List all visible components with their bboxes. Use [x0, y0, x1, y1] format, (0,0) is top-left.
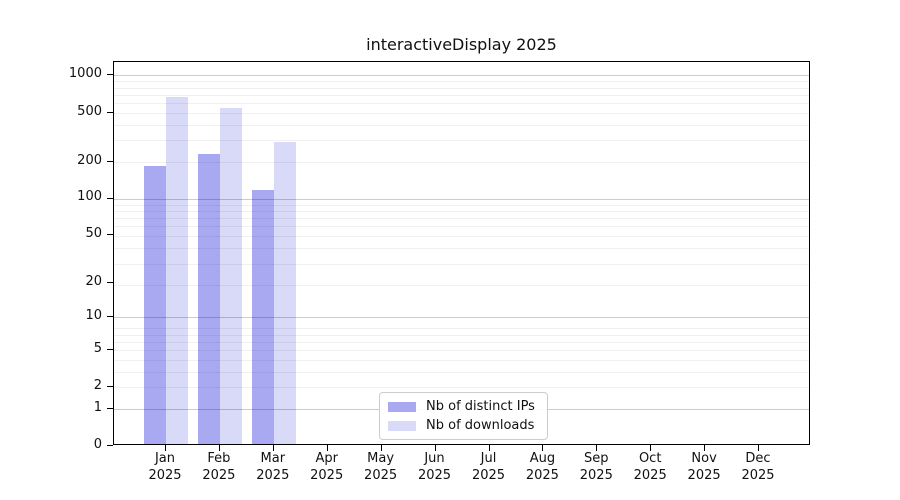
- gridline-minor: [114, 226, 809, 228]
- gridlines-layer: [114, 62, 809, 444]
- x-tick-mark: [434, 445, 436, 451]
- y-tick-label: 10: [85, 308, 102, 324]
- gridline-minor: [114, 102, 809, 104]
- y-tick-mark: [107, 74, 113, 76]
- x-tick-mark: [380, 445, 382, 451]
- gridline-minor: [114, 204, 809, 206]
- gridline-minor: [114, 236, 809, 238]
- y-tick-label: 50: [85, 226, 102, 242]
- gridline-minor: [114, 334, 809, 336]
- gridline-minor: [114, 349, 809, 351]
- gridline-minor: [114, 140, 809, 142]
- bar-nb-of-distinct-ips-mar: [251, 189, 274, 444]
- legend-label: Nb of downloads: [426, 418, 535, 433]
- chart-title: interactiveDisplay 2025: [366, 35, 557, 54]
- legend-row-nb-of-downloads: Nb of downloads: [388, 418, 535, 433]
- gridline-minor: [114, 94, 809, 96]
- gridline-minor: [114, 387, 809, 389]
- gridline-minor: [114, 285, 809, 287]
- y-tick-mark: [107, 407, 113, 409]
- y-tick-label: 5: [93, 340, 102, 356]
- gridline-major: [114, 198, 809, 200]
- y-tick-label: 500: [77, 103, 102, 119]
- x-tick-label-oct: Oct 2025: [633, 451, 667, 483]
- gridline-minor: [114, 359, 809, 361]
- x-tick-label-apr: Apr 2025: [310, 451, 344, 483]
- x-tick-label-jan: Jan 2025: [148, 451, 182, 483]
- gridline-major: [114, 75, 809, 77]
- x-tick-mark: [165, 445, 166, 451]
- gridline-minor: [114, 124, 809, 126]
- gridline-minor: [114, 211, 809, 212]
- gridline-minor: [114, 87, 809, 89]
- x-tick-mark: [218, 445, 220, 451]
- x-tick-label-mar: Mar 2025: [256, 451, 290, 483]
- bar-nb-of-downloads-feb: [219, 107, 242, 444]
- bar-nb-of-distinct-ips-jan: [144, 166, 166, 444]
- y-tick-label: 200: [77, 152, 102, 168]
- x-tick-label-dec: Dec 2025: [741, 451, 775, 483]
- x-tick-mark: [542, 445, 544, 451]
- x-tick-label-sep: Sep 2025: [579, 451, 613, 483]
- plot-area: [113, 61, 810, 445]
- x-tick-label-aug: Aug 2025: [525, 451, 559, 483]
- x-tick-label-jun: Jun 2025: [417, 451, 452, 483]
- y-tick-label: 20: [85, 273, 102, 289]
- x-tick-label-nov: Nov 2025: [687, 451, 721, 483]
- gridline-minor: [114, 341, 809, 343]
- gridline-minor: [114, 248, 809, 250]
- y-tick-label: 2: [93, 378, 102, 394]
- x-tick-mark: [272, 445, 274, 451]
- x-tick-label-jul: Jul 2025: [471, 451, 506, 483]
- bar-nb-of-downloads-mar: [273, 141, 296, 444]
- y-tick-mark: [107, 316, 113, 318]
- y-tick-mark: [107, 234, 113, 236]
- bar-nb-of-downloads-jan: [166, 96, 188, 444]
- y-tick-mark: [107, 386, 113, 388]
- x-tick-mark: [488, 445, 490, 451]
- gridline-minor: [114, 161, 809, 163]
- gridline-minor: [114, 112, 809, 114]
- y-tick-mark: [107, 281, 113, 283]
- gridline-minor: [114, 81, 809, 83]
- y-tick-mark: [107, 111, 113, 113]
- y-tick-label: 1000: [68, 66, 102, 82]
- gridline-minor: [114, 328, 809, 330]
- gridline-minor: [114, 371, 809, 373]
- y-tick-mark: [107, 160, 113, 162]
- legend-swatch-icon: [388, 401, 416, 412]
- y-tick-mark: [107, 445, 113, 446]
- legend-swatch-icon: [388, 420, 416, 431]
- x-tick-label-feb: Feb 2025: [202, 451, 236, 483]
- y-tick-label: 100: [77, 189, 102, 205]
- x-tick-mark: [704, 445, 706, 451]
- y-tick-label: 1: [93, 399, 102, 415]
- x-tick-mark: [596, 445, 598, 451]
- bar-nb-of-distinct-ips-feb: [197, 153, 220, 444]
- x-tick-label-may: May 2025: [364, 451, 398, 483]
- legend: Nb of distinct IPs Nb of downloads: [379, 392, 548, 440]
- y-tick-mark: [107, 197, 113, 199]
- y-tick-mark: [107, 348, 113, 350]
- x-tick-mark: [758, 445, 759, 451]
- legend-label: Nb of distinct IPs: [426, 399, 535, 414]
- x-tick-mark: [326, 445, 328, 451]
- y-tick-label: 0: [93, 437, 102, 452]
- gridline-minor: [114, 263, 809, 265]
- bars-layer: [114, 62, 809, 444]
- x-tick-mark: [650, 445, 652, 451]
- gridline-minor: [114, 218, 809, 220]
- legend-row-nb-of-distinct-ips: Nb of distinct IPs: [388, 399, 535, 414]
- gridline-major: [114, 317, 809, 319]
